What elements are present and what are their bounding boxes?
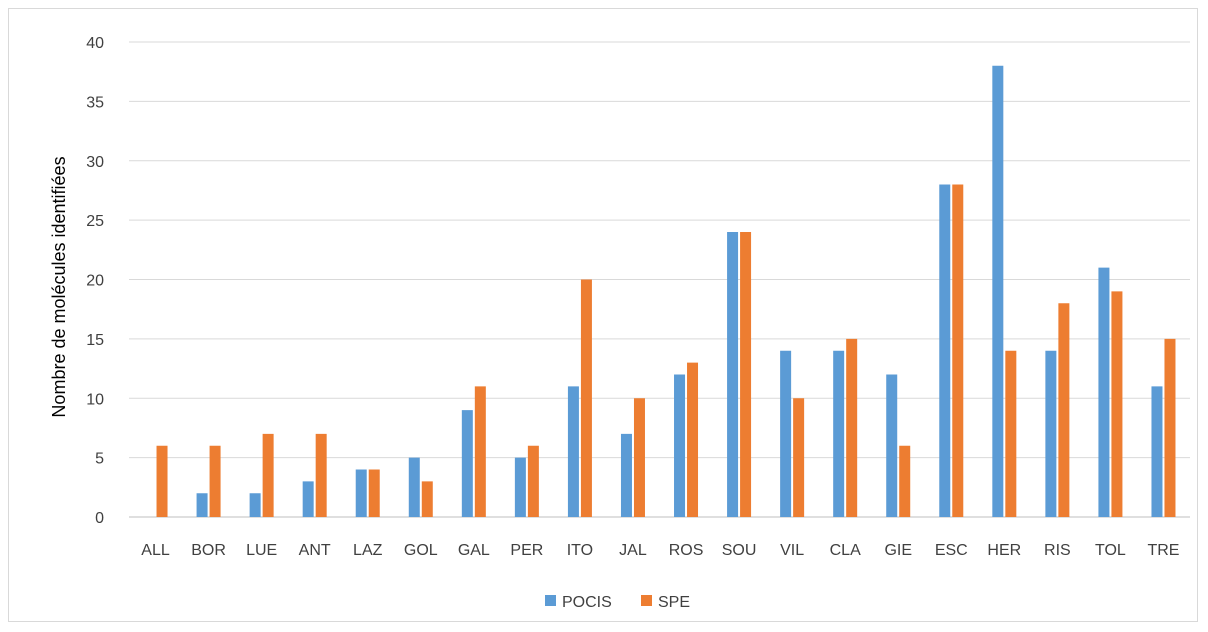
bar-pocis-gie [886,374,898,517]
bar-spe-her [1005,350,1017,517]
x-tick-labels: ALL BOR LUE ANT LAZ GOL GAL PER ITO JAL ROS SOU VIL C… [141,542,1179,559]
x-tick-label: GIE [884,542,912,559]
bar-pocis-jal [620,433,632,517]
bar-pocis-ito [567,386,579,517]
bar-pocis-sou [727,232,739,517]
y-tick-label: 25 [86,213,104,230]
x-tick-label: CLA [830,542,861,559]
y-tick-label: 20 [86,273,104,290]
x-tick-label: RIS [1044,542,1071,559]
bar-pocis-tol [1098,267,1110,517]
y-tick-label: 0 [95,510,104,527]
x-tick-label: PER [510,542,543,559]
x-tick-label: TOL [1095,542,1126,559]
y-tick-label: 30 [86,154,104,171]
x-tick-label: LUE [246,542,277,559]
bar-pocis-ros [674,374,686,517]
bar-spe-ris [1058,303,1070,517]
x-tick-label: JAL [619,542,647,559]
legend-swatch-spe [641,595,652,606]
bar-pocis-bor [196,493,208,517]
bar-spe-esc [952,184,964,517]
x-tick-label: ESC [935,542,968,559]
bar-spe-ito [580,279,592,517]
bar-spe-gie [899,445,911,517]
bar-spe-ros [687,362,699,517]
bar-spe-sou [740,232,752,517]
bar-pocis-lue [249,493,261,517]
bar-pocis-ant [302,481,314,517]
x-tick-label: ROS [669,542,704,559]
bar-pocis-vil [780,350,792,517]
bar-spe-bor [209,445,221,517]
x-tick-label: LAZ [353,542,383,559]
bar-pocis-esc [939,184,951,517]
bars [156,65,1176,517]
x-tick-label: ITO [567,542,593,559]
bar-spe-lue [262,433,274,517]
bar-spe-tre [1164,338,1176,517]
x-tick-label: ALL [141,542,170,559]
bar-pocis-her [992,65,1004,517]
bar-pocis-gol [408,457,420,517]
bar-spe-gal [474,386,486,517]
y-tick-label: 5 [95,451,104,468]
y-tick-label: 15 [86,332,104,349]
y-tick-label: 35 [86,94,104,111]
x-tick-label: VIL [780,542,804,559]
bar-pocis-ris [1045,350,1057,517]
y-tick-label: 40 [86,35,104,52]
bar-pocis-tre [1151,386,1163,517]
bar-pocis-gal [461,410,473,517]
x-tick-label: ANT [299,542,331,559]
y-tick-labels: 0 5 10 15 20 25 30 35 40 [86,35,104,527]
legend: POCIS SPE [545,594,690,611]
bar-spe-all [156,445,168,517]
bar-spe-gol [421,481,433,517]
bar-pocis-cla [833,350,845,517]
legend-label-pocis: POCIS [562,594,612,611]
bar-spe-per [527,445,539,517]
bar-spe-laz [368,469,380,517]
bar-spe-jal [633,398,645,517]
x-tick-label: GOL [404,542,438,559]
x-tick-label: SOU [722,542,757,559]
x-tick-label: GAL [458,542,490,559]
bar-spe-cla [846,338,858,517]
y-tick-label: 10 [86,391,104,408]
bar-spe-vil [793,398,805,517]
bar-pocis-per [514,457,526,517]
x-tick-label: BOR [191,542,226,559]
gridlines [129,41,1190,518]
y-axis-title: Nombre de molécules identifiées [49,156,69,417]
x-tick-label: HER [987,542,1021,559]
legend-swatch-pocis [545,595,556,606]
bar-spe-tol [1111,291,1123,517]
x-tick-label: TRE [1147,542,1179,559]
legend-label-spe: SPE [658,594,690,611]
bar-spe-ant [315,433,327,517]
bar-pocis-laz [355,469,367,517]
